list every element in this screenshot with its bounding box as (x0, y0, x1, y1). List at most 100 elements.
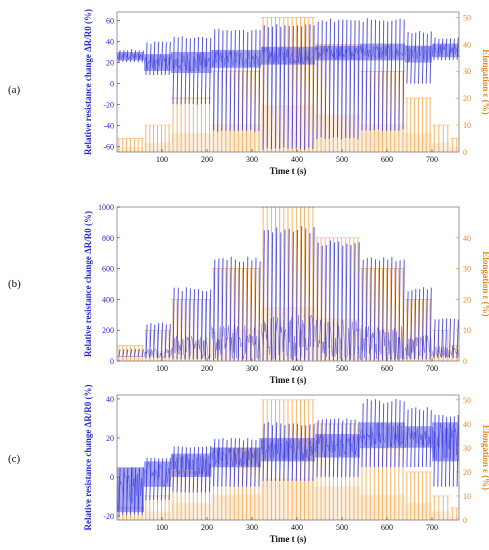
resistance-spikes (406, 287, 432, 360)
elongation-band (450, 147, 459, 152)
elongation-pulses (145, 496, 170, 520)
y-tick-label-right: 30 (463, 265, 471, 274)
y-tick-label-right: 0 (463, 148, 467, 157)
resistance-spikes (213, 28, 261, 132)
y-tick-label-right: 0 (463, 516, 467, 525)
elongation-pulses (118, 138, 143, 152)
x-tick-label: 500 (336, 364, 348, 373)
y-tick-label-right: 30 (463, 444, 471, 453)
elongation-pulses (433, 496, 449, 520)
elongation-band (211, 494, 261, 520)
x-tick-label: 600 (381, 364, 393, 373)
y-tick-label-left: 0 (110, 80, 114, 89)
panel-label: (a) (8, 84, 21, 96)
plot-area (117, 207, 459, 361)
y-axis-label-right: Elongation ε (%) (481, 251, 489, 316)
plot-frame (116, 394, 460, 521)
x-tick-label: 400 (291, 155, 303, 164)
y-axis-label-left: Relative resistance change ΔR/R0 (%) (83, 211, 93, 357)
elongation-pulses (361, 447, 404, 520)
resistance-trace (260, 314, 315, 361)
resistance-spikes (433, 414, 459, 487)
x-tick-label: 300 (246, 155, 258, 164)
x-tick-label: 100 (156, 155, 168, 164)
elongation-pulses (406, 98, 431, 152)
y-tick-label-left: -60 (103, 143, 114, 152)
resistance-trace (431, 423, 459, 461)
resistance-spikes (316, 240, 360, 361)
resistance-spikes (433, 318, 459, 358)
elongation-pulses (262, 207, 314, 361)
resistance-trace (431, 43, 459, 57)
elongation-pulses (213, 268, 260, 361)
resistance-trace (211, 49, 261, 68)
resistance-spikes (316, 18, 360, 140)
y-tick-label-right: 40 (463, 40, 471, 49)
y-tick-label-right: 10 (463, 326, 471, 335)
panel-label: (c) (8, 453, 21, 465)
resistance-trace (117, 467, 144, 512)
y-tick-label-left: 60 (106, 16, 114, 25)
y-tick-label-right: 10 (463, 492, 471, 501)
resistance-series (117, 226, 459, 361)
resistance-trace (359, 42, 405, 61)
y-axis-label-left: Relative resistance change ΔR/R0 (%) (83, 9, 93, 155)
plot-area (117, 398, 459, 520)
resistance-trace (260, 46, 315, 65)
y-tick-label-right: 30 (463, 67, 471, 76)
x-tick-label: 400 (291, 523, 303, 532)
x-tick-label: 200 (201, 155, 213, 164)
plot-frame (116, 11, 460, 153)
resistance-trace (211, 447, 261, 468)
x-tick-label: 200 (201, 523, 213, 532)
resistance-trace (404, 334, 432, 359)
elongation-band (211, 123, 261, 152)
y-tick-label-left: -40 (103, 122, 114, 131)
y-tick-label-left: 800 (102, 234, 114, 243)
y-tick-label-left: 600 (102, 265, 114, 274)
x-tick-label: 200 (201, 364, 213, 373)
x-tick-label: 600 (381, 155, 393, 164)
chart-panel-b: 100 200 300 400 500 600 700 0 200 400 600 800 1000 0 1… (8, 203, 489, 385)
resistance-trace (170, 454, 212, 478)
elongation-pulses (172, 471, 210, 520)
y-tick-label-left: -20 (103, 101, 114, 110)
x-tick-label: 300 (246, 523, 258, 532)
y-tick-label-right: 10 (463, 121, 471, 130)
resistance-trace (359, 325, 405, 361)
resistance-trace (314, 434, 360, 458)
x-tick-label: 700 (426, 155, 438, 164)
y-tick-label-left: 400 (102, 295, 114, 304)
resistance-trace (314, 45, 360, 61)
resistance-spikes (406, 30, 432, 84)
y-tick-label-left: 0 (110, 473, 114, 482)
y-tick-label-right: 40 (463, 420, 471, 429)
y-tick-label-left: 20 (106, 434, 114, 443)
plot-frame (116, 206, 460, 362)
y-axis-label-right: Elongation ε (%) (481, 49, 489, 114)
plot-area (117, 17, 459, 152)
resistance-trace (260, 438, 315, 462)
x-tick-label: 500 (336, 523, 348, 532)
elongation-pulses (451, 508, 458, 520)
resistance-trace (431, 345, 459, 358)
y-tick-label-left: 40 (106, 37, 114, 46)
resistance-spikes (118, 349, 144, 357)
x-tick-label: 400 (291, 364, 303, 373)
x-tick-label: 100 (156, 364, 168, 373)
y-tick-label-right: 20 (463, 295, 471, 304)
resistance-spikes (172, 36, 212, 105)
x-axis-label: Time t (s) (270, 375, 307, 385)
y-axis-label-left: Relative resistance change ΔR/R0 (%) (83, 385, 93, 531)
elongation-band (432, 142, 450, 152)
elongation-pulses (406, 471, 431, 520)
elongation-pulses (361, 268, 404, 361)
y-tick-label-right: 40 (463, 234, 471, 243)
elongation-pulses (433, 125, 449, 152)
x-tick-label: 700 (426, 523, 438, 532)
elongation-band (450, 355, 459, 361)
y-tick-label-right: 20 (463, 468, 471, 477)
y-tick-label-left: 20 (106, 59, 114, 68)
resistance-trace (404, 45, 432, 63)
